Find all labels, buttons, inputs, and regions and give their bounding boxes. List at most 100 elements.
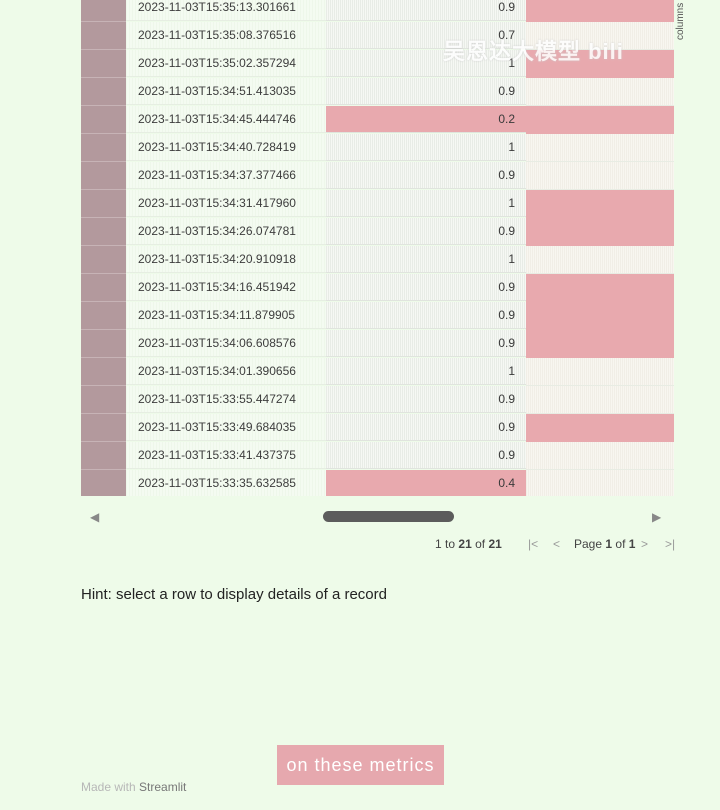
table-row[interactable]: 2023-11-03T15:33:35.632585 0.4	[81, 470, 674, 496]
extra-cell[interactable]	[526, 386, 674, 414]
score-cell[interactable]: 1	[326, 134, 526, 161]
extra-cell[interactable]	[526, 274, 674, 302]
table-row[interactable]: 2023-11-03T15:35:02.357294 1	[81, 50, 674, 78]
score-cell[interactable]: 1	[326, 190, 526, 217]
timestamp-cell[interactable]: 2023-11-03T15:34:01.390656	[126, 358, 326, 385]
score-cell[interactable]: 0.2	[326, 106, 526, 133]
page-of-word: of	[615, 537, 626, 551]
row-selector[interactable]	[81, 302, 126, 330]
score-cell[interactable]: 1	[326, 246, 526, 273]
table-row[interactable]: 2023-11-03T15:34:31.417960 1	[81, 190, 674, 218]
timestamp-cell[interactable]: 2023-11-03T15:34:11.879905	[126, 302, 326, 329]
row-selector[interactable]	[81, 162, 126, 190]
extra-cell[interactable]	[526, 358, 674, 386]
row-selector[interactable]	[81, 22, 126, 50]
score-cell[interactable]: 0.9	[326, 442, 526, 469]
score-cell[interactable]: 0.9	[326, 274, 526, 301]
extra-cell[interactable]	[526, 470, 674, 496]
table-row[interactable]: 2023-11-03T15:33:55.447274 0.9	[81, 386, 674, 414]
table-row[interactable]: 2023-11-03T15:34:37.377466 0.9	[81, 162, 674, 190]
table-row[interactable]: 2023-11-03T15:34:06.608576 0.9	[81, 330, 674, 358]
table-row[interactable]: 2023-11-03T15:34:45.444746 0.2	[81, 106, 674, 134]
table-row[interactable]: 2023-11-03T15:33:41.437375 0.9	[81, 442, 674, 470]
extra-cell[interactable]	[526, 78, 674, 106]
timestamp-cell[interactable]: 2023-11-03T15:34:06.608576	[126, 330, 326, 357]
row-selector[interactable]	[81, 78, 126, 106]
extra-cell[interactable]	[526, 190, 674, 218]
horizontal-scrollbar-thumb[interactable]	[323, 511, 454, 522]
next-page-icon[interactable]: >	[641, 537, 649, 551]
score-cell[interactable]: 0.7	[326, 22, 526, 49]
scroll-right-arrow-icon[interactable]: ▶	[652, 510, 662, 524]
table-row[interactable]: 2023-11-03T15:33:49.684035 0.9	[81, 414, 674, 442]
score-cell[interactable]: 0.9	[326, 162, 526, 189]
score-cell[interactable]: 0.9	[326, 302, 526, 329]
extra-cell[interactable]	[526, 414, 674, 442]
score-cell[interactable]: 0.9	[326, 414, 526, 441]
row-selector[interactable]	[81, 442, 126, 470]
extra-cell[interactable]	[526, 22, 674, 50]
timestamp-cell[interactable]: 2023-11-03T15:34:40.728419	[126, 134, 326, 161]
score-cell[interactable]: 1	[326, 50, 526, 77]
extra-cell[interactable]	[526, 302, 674, 330]
timestamp-cell[interactable]: 2023-11-03T15:33:35.632585	[126, 470, 326, 496]
row-selector[interactable]	[81, 134, 126, 162]
extra-cell[interactable]	[526, 246, 674, 274]
score-cell[interactable]: 0.9	[326, 0, 526, 21]
table-row[interactable]: 2023-11-03T15:34:01.390656 1	[81, 358, 674, 386]
table-row[interactable]: 2023-11-03T15:34:40.728419 1	[81, 134, 674, 162]
row-selector[interactable]	[81, 330, 126, 358]
row-selector[interactable]	[81, 470, 126, 496]
table-row[interactable]: 2023-11-03T15:34:11.879905 0.9	[81, 302, 674, 330]
timestamp-cell[interactable]: 2023-11-03T15:34:26.074781	[126, 218, 326, 245]
table-row[interactable]: 2023-11-03T15:35:08.376516 0.7	[81, 22, 674, 50]
timestamp-cell[interactable]: 2023-11-03T15:34:37.377466	[126, 162, 326, 189]
table-row[interactable]: 2023-11-03T15:34:16.451942 0.9	[81, 274, 674, 302]
row-selector[interactable]	[81, 106, 126, 134]
previous-page-icon[interactable]: <	[553, 537, 561, 551]
row-selector[interactable]	[81, 414, 126, 442]
extra-cell[interactable]	[526, 0, 674, 22]
score-cell[interactable]: 0.9	[326, 330, 526, 357]
score-cell[interactable]: 0.4	[326, 470, 526, 496]
timestamp-cell[interactable]: 2023-11-03T15:33:55.447274	[126, 386, 326, 413]
score-cell[interactable]: 0.9	[326, 78, 526, 105]
table-row[interactable]: 2023-11-03T15:34:51.413035 0.9	[81, 78, 674, 106]
timestamp-cell[interactable]: 2023-11-03T15:34:51.413035	[126, 78, 326, 105]
table-row[interactable]: 2023-11-03T15:34:26.074781 0.9	[81, 218, 674, 246]
timestamp-cell[interactable]: 2023-11-03T15:35:13.301661	[126, 0, 326, 21]
table-row[interactable]: 2023-11-03T15:34:20.910918 1	[81, 246, 674, 274]
timestamp-cell[interactable]: 2023-11-03T15:33:49.684035	[126, 414, 326, 441]
row-selector[interactable]	[81, 50, 126, 78]
scroll-left-arrow-icon[interactable]: ◀	[90, 510, 100, 524]
extra-cell[interactable]	[526, 162, 674, 190]
row-selector[interactable]	[81, 218, 126, 246]
score-cell[interactable]: 1	[326, 358, 526, 385]
row-selector[interactable]	[81, 246, 126, 274]
row-selector[interactable]	[81, 358, 126, 386]
row-selector[interactable]	[81, 190, 126, 218]
table-row[interactable]: 2023-11-03T15:35:13.301661 0.9	[81, 0, 674, 22]
extra-cell[interactable]	[526, 442, 674, 470]
extra-cell[interactable]	[526, 134, 674, 162]
timestamp-cell[interactable]: 2023-11-03T15:35:08.376516	[126, 22, 326, 49]
timestamp-cell[interactable]: 2023-11-03T15:34:45.444746	[126, 106, 326, 133]
extra-cell[interactable]	[526, 106, 674, 134]
streamlit-link[interactable]: Streamlit	[139, 780, 187, 794]
row-selector[interactable]	[81, 386, 126, 414]
timestamp-cell[interactable]: 2023-11-03T15:34:20.910918	[126, 246, 326, 273]
extra-cell[interactable]	[526, 330, 674, 358]
timestamp-cell[interactable]: 2023-11-03T15:34:16.451942	[126, 274, 326, 301]
score-cell[interactable]: 0.9	[326, 386, 526, 413]
score-cell[interactable]: 0.9	[326, 218, 526, 245]
row-selector[interactable]	[81, 274, 126, 302]
columns-panel-tab[interactable]: columns	[675, 2, 686, 40]
extra-cell[interactable]	[526, 50, 674, 78]
first-page-icon[interactable]: |<	[528, 537, 539, 551]
extra-cell[interactable]	[526, 218, 674, 246]
timestamp-cell[interactable]: 2023-11-03T15:35:02.357294	[126, 50, 326, 77]
last-page-icon[interactable]: >|	[665, 537, 676, 551]
timestamp-cell[interactable]: 2023-11-03T15:33:41.437375	[126, 442, 326, 469]
timestamp-cell[interactable]: 2023-11-03T15:34:31.417960	[126, 190, 326, 217]
row-selector[interactable]	[81, 0, 126, 22]
